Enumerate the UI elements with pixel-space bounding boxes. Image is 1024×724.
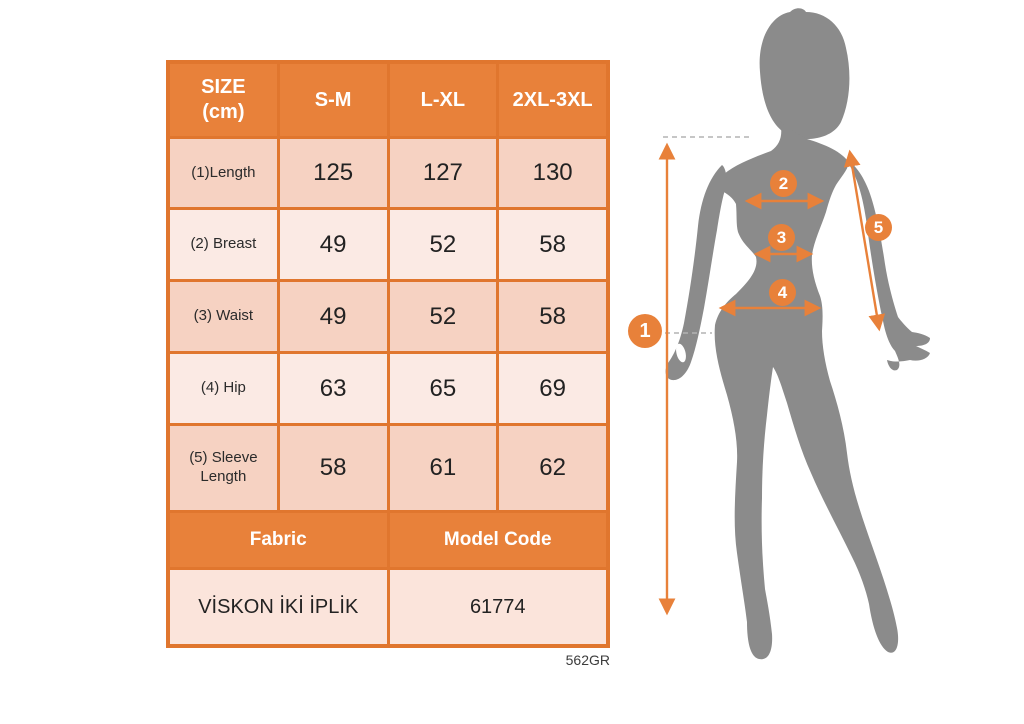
waist-sm: 49 (279, 282, 387, 351)
left-hand-gap (676, 343, 686, 363)
silhouette-head-hair (759, 8, 850, 140)
length-sm: 125 (279, 139, 387, 207)
hip-lxl: 65 (389, 354, 497, 423)
header-size-line2: (cm) (202, 101, 245, 123)
fabric-section: Fabric Model Code VİSKON İKİ İPLİK 61774 (170, 513, 606, 644)
marker-1-length: 1 (628, 314, 662, 348)
marker-3-waist: 3 (768, 224, 795, 251)
header-size-line1: SIZE (201, 76, 246, 98)
marker-2-breast: 2 (770, 170, 797, 197)
breast-sm: 49 (279, 210, 387, 279)
header-fabric: Fabric (170, 513, 387, 567)
length-2xl3xl: 130 (499, 139, 606, 207)
waist-2xl3xl: 58 (499, 282, 606, 351)
silhouette-left-arm (665, 165, 727, 381)
arrow-sleeve (843, 149, 886, 332)
row-sleeve-label: (5) Sleeve Length (170, 426, 277, 510)
measurement-arrows (658, 142, 886, 616)
marker-5-sleeve: 5 (865, 214, 892, 241)
marker-4-hip: 4 (769, 279, 796, 306)
hip-2xl3xl: 69 (499, 354, 606, 423)
row-breast-label: (2) Breast (170, 210, 277, 279)
header-col-lxl: L-XL (389, 64, 497, 136)
measurements-grid: SIZE (cm) S-M L-XL 2XL-3XL (1)Length 125… (170, 64, 606, 510)
header-model-code: Model Code (389, 513, 606, 567)
row-length-label: (1)Length (170, 139, 277, 207)
size-chart-table: SIZE (cm) S-M L-XL 2XL-3XL (1)Length 125… (166, 60, 610, 648)
fabric-value: VİSKON İKİ İPLİK (170, 570, 387, 644)
row-hip-label: (4) Hip (170, 354, 277, 423)
hip-sm: 63 (279, 354, 387, 423)
header-col-2xl3xl: 2XL-3XL (499, 64, 606, 136)
length-lxl: 127 (389, 139, 497, 207)
breast-lxl: 52 (389, 210, 497, 279)
header-size-cm: SIZE (cm) (170, 64, 277, 136)
sleeve-lxl: 61 (389, 426, 497, 510)
sleeve-sm: 58 (279, 426, 387, 510)
header-col-sm: S-M (279, 64, 387, 136)
row-waist-label: (3) Waist (170, 282, 277, 351)
style-code-footnote: 562GR (565, 652, 610, 668)
silhouette-right-arm (845, 159, 930, 371)
breast-2xl3xl: 58 (499, 210, 606, 279)
waist-lxl: 52 (389, 282, 497, 351)
sleeve-2xl3xl: 62 (499, 426, 606, 510)
model-code-value: 61774 (389, 570, 606, 644)
